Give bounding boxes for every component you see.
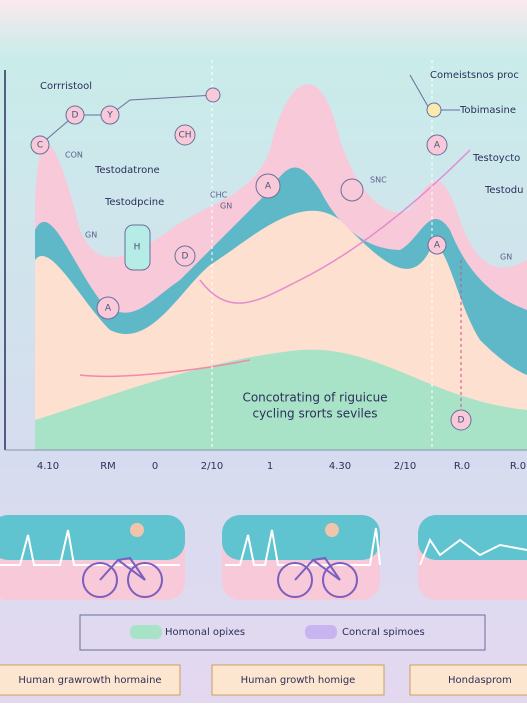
node-letter: A: [434, 141, 441, 151]
x-label: 0: [152, 461, 158, 472]
card-label: Human grawrowth hormaine: [18, 675, 161, 686]
node-letter: A: [434, 241, 441, 251]
small-label: SNC: [370, 176, 387, 185]
cards-art: [0, 515, 527, 696]
label: Tobimasine: [459, 105, 516, 116]
node-letter: A: [265, 182, 272, 192]
legend-entry: Homonal opixes: [165, 627, 245, 638]
label: Testodatrone: [94, 165, 160, 176]
card-label: Human growth homige: [241, 675, 356, 686]
texts: Corrristool Comeistsnos proc Tobimasine …: [37, 70, 524, 426]
node-letter: D: [458, 416, 465, 426]
chart-areas: [4, 60, 527, 451]
label: Corrristool: [40, 81, 92, 92]
label: Testodu: [484, 185, 524, 196]
label: Comeistsnos proc: [430, 70, 519, 81]
small-label: CON: [65, 151, 83, 160]
node-letter: A: [105, 304, 112, 314]
label: Testoycto: [472, 153, 520, 164]
small-label: GN: [500, 253, 512, 262]
x-label: 2/10: [394, 461, 416, 472]
lower-texts: Homonal opixes Concral spimoes Human gra…: [18, 627, 511, 686]
node-letter: D: [182, 252, 189, 262]
caption: Concotrating of riguicue: [242, 391, 387, 405]
x-label: 1: [267, 461, 273, 472]
nodes: [30, 87, 472, 431]
legend-entry: Concral spimoes: [342, 627, 425, 638]
small-label: CHC: [210, 191, 228, 200]
small-label: GN: [85, 231, 97, 240]
label: Testodpcine: [104, 197, 164, 208]
x-label: R.0: [454, 461, 470, 472]
caption: cycling srorts seviles: [252, 407, 377, 421]
small-label: GN: [220, 202, 232, 211]
card-label: Hondasprom: [448, 675, 512, 686]
x-label: R.0: [510, 461, 526, 472]
node-letter: C: [37, 141, 43, 151]
x-label: RM: [100, 461, 116, 472]
x-labels: 4.10 RM 0 2/10 1 4.30 2/10 R.0 R.0: [37, 461, 526, 472]
node-letter: Y: [106, 111, 113, 121]
node-letter: CH: [178, 131, 191, 141]
x-label: 2/10: [201, 461, 223, 472]
x-label: 4.10: [37, 461, 59, 472]
x-label: 4.30: [329, 461, 351, 472]
node-letter: D: [72, 111, 79, 121]
node-letter: H: [134, 243, 141, 253]
